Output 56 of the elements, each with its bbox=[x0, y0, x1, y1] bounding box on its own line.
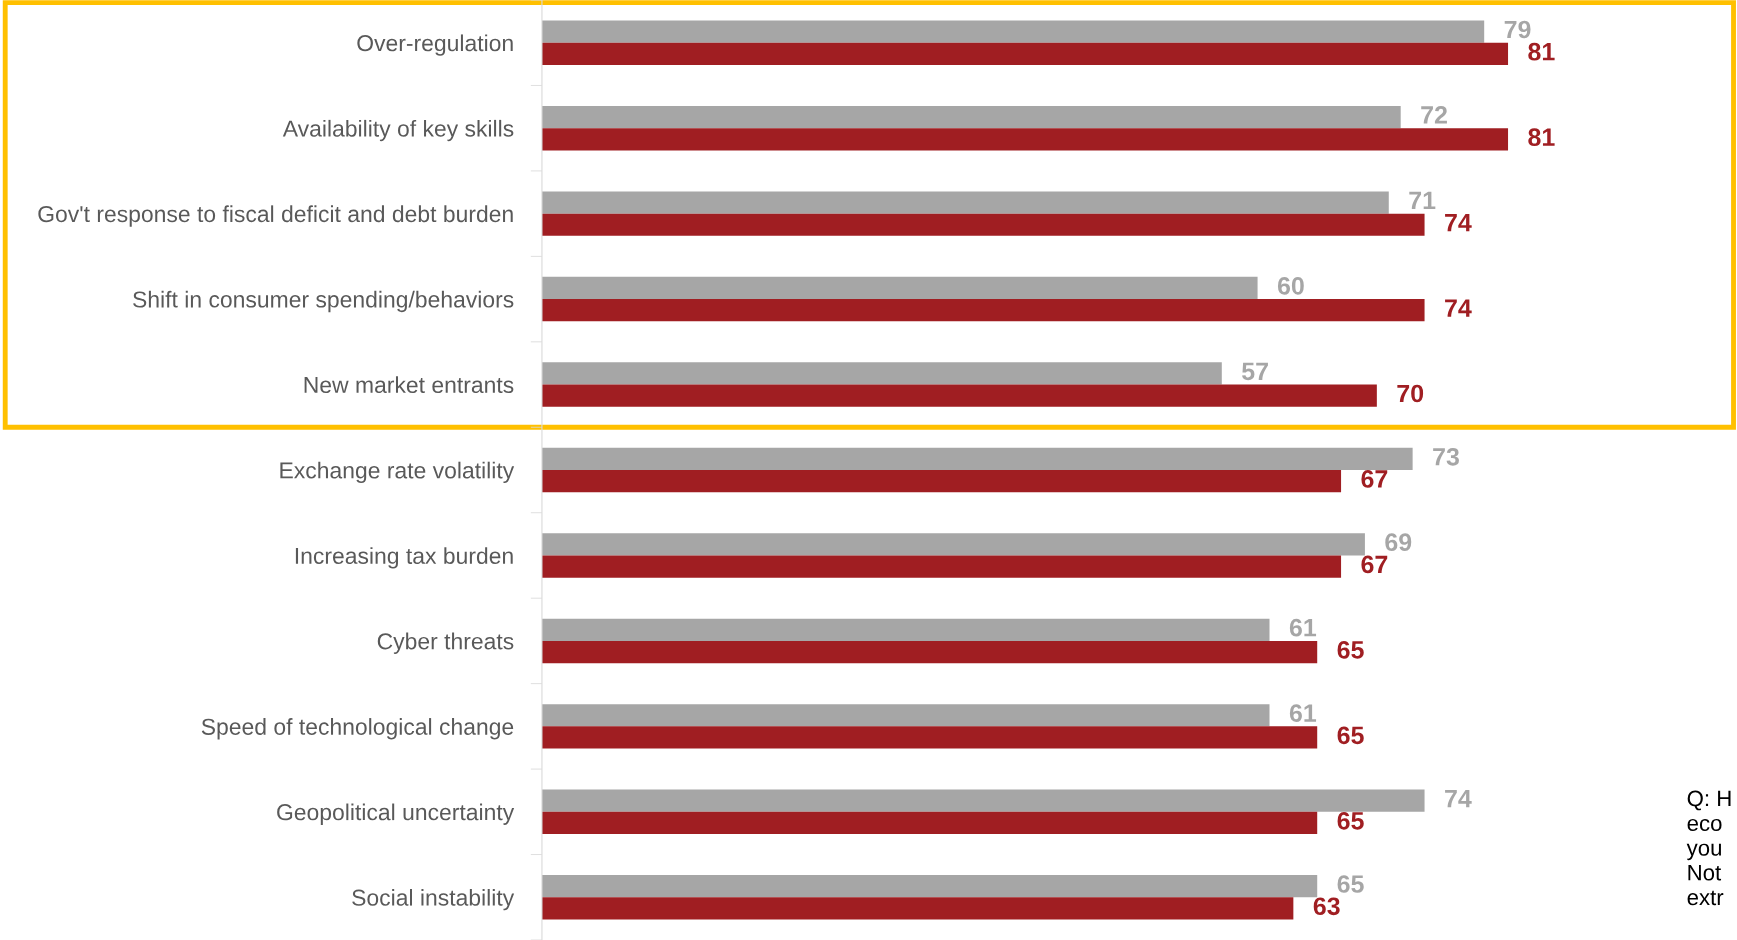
bar bbox=[541, 213, 1425, 236]
bar bbox=[541, 704, 1270, 727]
text: Q: H eco you Not extr bbox=[1686, 790, 1731, 906]
data-label: 65 bbox=[1337, 811, 1364, 830]
y-tick-label: Social instability bbox=[352, 888, 515, 911]
bar bbox=[541, 20, 1485, 43]
data-label: 74 bbox=[1445, 299, 1472, 317]
data-label: 57 bbox=[1242, 362, 1268, 381]
y-tick-label: Over-regulation bbox=[357, 34, 513, 56]
data-label: 60 bbox=[1277, 276, 1304, 295]
data-label: 73 bbox=[1433, 447, 1459, 466]
data-label: 61 bbox=[1289, 618, 1317, 637]
data-label: 72 bbox=[1421, 106, 1447, 124]
data-label: 74 bbox=[1445, 214, 1472, 232]
y-tick-label: New market entrants bbox=[304, 376, 514, 394]
bar bbox=[541, 789, 1425, 812]
y-tick-label: Speed of technological change bbox=[201, 718, 514, 740]
y-tick-label: Gov't response to fiscal deficit and debt burden bbox=[38, 205, 513, 227]
bar bbox=[541, 299, 1425, 322]
data-label: 65 bbox=[1337, 726, 1364, 745]
bar bbox=[541, 105, 1401, 129]
y-tick-label: Geopolitical uncertainty bbox=[277, 803, 515, 825]
bar bbox=[541, 811, 1318, 835]
data-label: 70 bbox=[1397, 384, 1424, 403]
bar bbox=[541, 875, 1318, 898]
bar bbox=[541, 42, 1509, 65]
data-label: 67 bbox=[1361, 470, 1388, 488]
bar bbox=[541, 470, 1342, 493]
y-tick-label: Cyber threats bbox=[377, 632, 514, 654]
y-tick-label: Exchange rate volatility bbox=[280, 461, 515, 484]
bar bbox=[541, 362, 1222, 385]
data-label: 61 bbox=[1289, 704, 1317, 722]
bar bbox=[541, 533, 1365, 556]
y-tick-label: Shift in consumer spending/behaviors bbox=[133, 290, 514, 313]
bar bbox=[541, 640, 1318, 664]
y-tick-label: Increasing tax burden bbox=[295, 547, 513, 569]
data-label: 65 bbox=[1337, 641, 1364, 659]
data-label: 71 bbox=[1409, 191, 1436, 209]
data-label: 81 bbox=[1528, 42, 1555, 61]
data-label: 81 bbox=[1528, 128, 1555, 146]
bar bbox=[541, 618, 1270, 641]
bar bbox=[541, 191, 1389, 214]
y-tick-label: Availability of key skills bbox=[282, 119, 514, 142]
bar bbox=[541, 726, 1318, 749]
data-label: 65 bbox=[1337, 875, 1364, 893]
data-label: 63 bbox=[1313, 897, 1340, 916]
bar bbox=[541, 555, 1342, 578]
data-label: 79 bbox=[1504, 20, 1531, 39]
bar bbox=[541, 128, 1509, 151]
data-label: 67 bbox=[1361, 555, 1388, 574]
bar bbox=[541, 897, 1294, 920]
bar bbox=[541, 447, 1413, 470]
data-label: 69 bbox=[1385, 533, 1412, 552]
data-label: 74 bbox=[1445, 789, 1472, 808]
bar bbox=[541, 276, 1258, 300]
bar bbox=[541, 384, 1377, 407]
